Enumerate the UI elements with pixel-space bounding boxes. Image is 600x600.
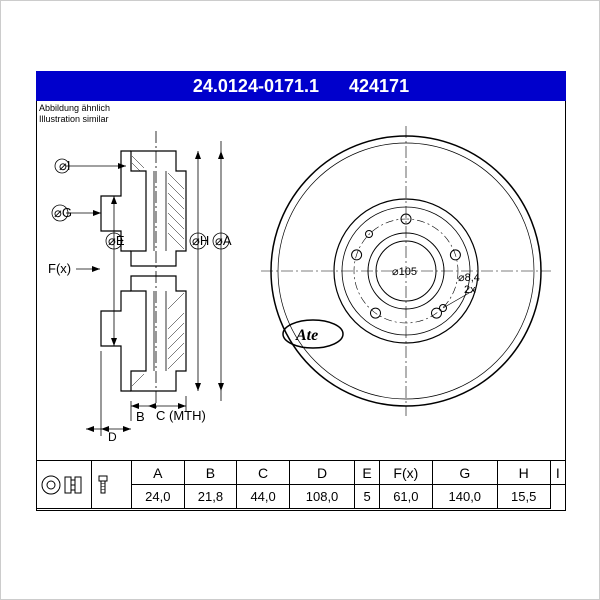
label-2x: 2x [464,284,476,296]
side-profile: ⌀I ⌀G F(x) ⌀E [48,131,232,441]
label-dI: ⌀I [59,158,70,173]
technical-drawing: ⌀I ⌀G F(x) ⌀E [36,101,566,431]
label-d105: ⌀105 [392,266,417,278]
label-C: C (MTH) [156,408,206,423]
val-H: 140,0 [432,485,497,509]
illustration-caption: Abbildung ähnlich Illustration similar [39,103,110,125]
label-D: D [108,430,117,441]
col-G: G [432,461,497,485]
label-dE: ⌀E [108,233,125,248]
col-C: C [237,461,290,485]
val-G: 61,0 [380,485,433,509]
caption-en: Illustration similar [39,114,110,125]
col-I: I [550,461,565,485]
val-D: 44,0 [237,485,290,509]
front-face: ⌀105 ⌀8,4 2x Ate [261,126,551,416]
col-B: B [184,461,237,485]
val-C: 21,8 [184,485,237,509]
label-dH: ⌀H [192,233,209,248]
col-E: E [355,461,380,485]
val-F: 5 [355,485,380,509]
col-F: F(x) [380,461,433,485]
val-B: 24,0 [132,485,185,509]
caption-de: Abbildung ähnlich [39,103,110,114]
bolt-icon [94,474,112,496]
label-dG: ⌀G [54,205,72,220]
spec-table: A B C D E F(x) G H I 280,0 24,0 21,8 44,… [36,460,566,509]
part-number-2: 424171 [349,76,409,97]
disc-icon-cell [37,461,92,509]
table-header-row: A B C D E F(x) G H I [37,461,566,485]
page-container: 24.0124-0171.1 424171 Abbildung ähnlich … [0,0,600,600]
vented-disc-icon [39,474,89,496]
val-E: 108,0 [289,485,354,509]
label-Fx: F(x) [48,261,71,276]
logo-text: Ate [295,327,318,344]
col-A: A [132,461,185,485]
label-B: B [136,409,145,424]
col-D: D [289,461,354,485]
ate-logo: Ate [283,320,343,348]
label-d84: ⌀8,4 [458,272,480,284]
val-I: 15,5 [497,485,550,509]
label-dA: ⌀A [215,233,232,248]
col-H: H [497,461,550,485]
part-number-1: 24.0124-0171.1 [193,76,319,97]
header-bar: 24.0124-0171.1 424171 [36,71,566,101]
bolt-icon-cell [92,461,132,509]
